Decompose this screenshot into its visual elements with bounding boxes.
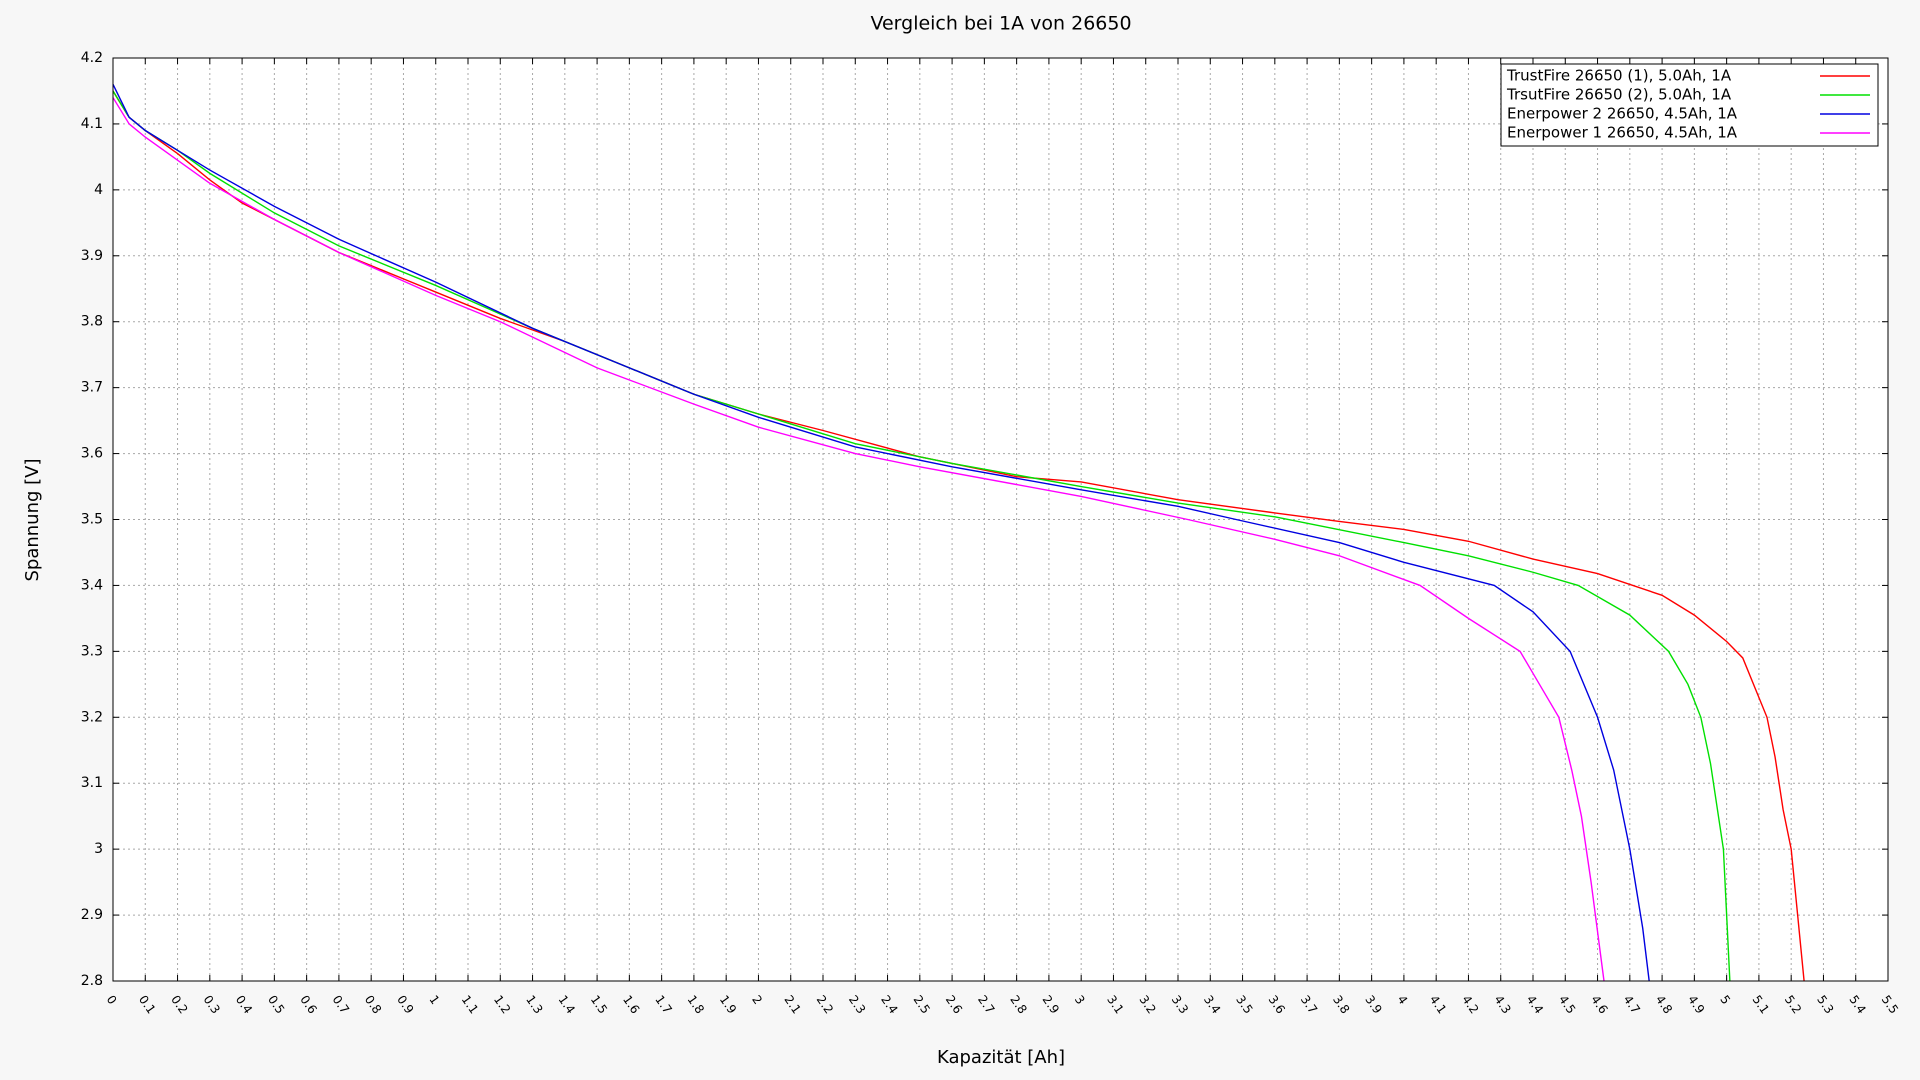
data-line (112, 90, 1731, 982)
x-tick-label: 1.1 (459, 993, 481, 1017)
x-tick-label: 4.7 (1620, 993, 1642, 1017)
x-tick-label: 3.4 (1201, 993, 1223, 1017)
x-tick-label: 5.4 (1846, 993, 1868, 1017)
x-tick-label: 4.4 (1524, 993, 1546, 1017)
x-tick-label: 0.9 (394, 993, 416, 1017)
x-tick-label: 3.8 (1330, 993, 1352, 1017)
x-tick-label: 3.3 (1169, 993, 1191, 1017)
x-tick-label: 0 (104, 993, 120, 1007)
y-tick-label: 4.2 (81, 50, 103, 66)
x-tick-label: 3.5 (1233, 993, 1255, 1017)
x-tick-label: 3.7 (1298, 993, 1320, 1017)
x-tick-label: 0.6 (297, 993, 319, 1017)
y-tick-label: 3.3 (81, 643, 103, 659)
x-tick-label: 5.2 (1782, 993, 1804, 1017)
x-tick-label: 4.2 (1459, 993, 1481, 1017)
x-tick-label: 2.2 (814, 993, 836, 1017)
x-tick-label: 5.3 (1814, 993, 1836, 1017)
x-tick-label: 0.8 (362, 993, 384, 1017)
x-tick-label: 5.1 (1750, 993, 1772, 1017)
x-tick-label: 2.1 (781, 993, 803, 1017)
x-tick-label: 0.2 (168, 993, 190, 1017)
y-tick-label: 3.6 (81, 446, 103, 462)
x-tick-label: 2.3 (846, 993, 868, 1017)
x-tick-label: 5 (1717, 993, 1733, 1007)
y-tick-label: 3.1 (81, 775, 103, 791)
x-tick-label: 1.2 (491, 993, 513, 1017)
chart-title: Vergleich bei 1A von 26650 (870, 13, 1131, 35)
y-axis-label: Spannung [V] (22, 458, 43, 581)
y-tick-label: 3.8 (81, 314, 103, 330)
x-tick-label: 3.1 (1104, 993, 1126, 1017)
data-line (112, 84, 1650, 982)
x-tick-label: 2.5 (910, 993, 932, 1017)
legend-label: TrsutFire 26650 (2), 5.0Ah, 1A (1506, 86, 1732, 104)
x-tick-label: 2.4 (878, 993, 900, 1017)
x-tick-label: 0.3 (200, 993, 222, 1017)
x-tick-label: 3.9 (1362, 993, 1384, 1017)
x-tick-label: 1 (426, 993, 442, 1007)
y-tick-label: 2.9 (81, 907, 103, 923)
x-tick-label: 3.6 (1265, 993, 1287, 1017)
x-tick-label: 4.6 (1588, 993, 1610, 1017)
y-tick-label: 4 (94, 182, 103, 198)
x-tick-label: 2.6 (943, 993, 965, 1017)
x-tick-label: 1.3 (523, 993, 545, 1017)
x-tick-label: 2.9 (1040, 993, 1062, 1017)
y-tick-label: 3.7 (81, 380, 103, 396)
x-tick-label: 4.8 (1653, 993, 1675, 1017)
x-tick-label: 3 (1072, 993, 1088, 1007)
x-tick-label: 4.5 (1556, 993, 1578, 1017)
x-tick-label: 0.7 (330, 993, 352, 1017)
data-line (112, 97, 1605, 982)
x-tick-label: 1.4 (555, 993, 577, 1017)
x-tick-label: 0.1 (136, 993, 158, 1017)
y-tick-label: 2.8 (81, 973, 103, 989)
x-tick-label: 4.9 (1685, 993, 1707, 1017)
x-tick-label: 0.5 (265, 993, 287, 1017)
x-tick-label: 1.5 (588, 993, 610, 1017)
y-tick-label: 3 (94, 841, 103, 857)
x-tick-label: 1.8 (685, 993, 707, 1017)
legend-label: Enerpower 2 26650, 4.5Ah, 1A (1507, 105, 1738, 123)
x-tick-label: 3.2 (1136, 993, 1158, 1017)
legend-box (1500, 63, 1879, 147)
x-tick-label: 4 (1395, 993, 1411, 1007)
x-tick-label: 4.1 (1427, 993, 1449, 1017)
y-tick-label: 3.5 (81, 512, 103, 528)
x-tick-label: 1.9 (717, 993, 739, 1017)
y-tick-label: 4.1 (81, 116, 103, 132)
x-tick-label: 2.7 (975, 993, 997, 1017)
x-tick-label: 2.8 (1007, 993, 1029, 1017)
x-tick-label: 0.4 (233, 993, 255, 1017)
x-tick-label: 5.5 (1879, 993, 1901, 1017)
legend-label: Enerpower 1 26650, 4.5Ah, 1A (1507, 124, 1738, 142)
plot-border (112, 57, 1889, 982)
x-axis-label: Kapazität [Ah] (937, 1047, 1065, 1068)
y-tick-label: 3.2 (81, 709, 103, 725)
x-tick-label: 4.3 (1491, 993, 1513, 1017)
x-tick-label: 1.6 (620, 993, 642, 1017)
x-tick-label: 2 (749, 993, 765, 1007)
x-tick-label: 1.7 (652, 993, 674, 1017)
legend-label: TrustFire 26650 (1), 5.0Ah, 1A (1506, 67, 1732, 85)
y-tick-label: 3.9 (81, 248, 103, 264)
y-tick-label: 3.4 (81, 577, 103, 593)
